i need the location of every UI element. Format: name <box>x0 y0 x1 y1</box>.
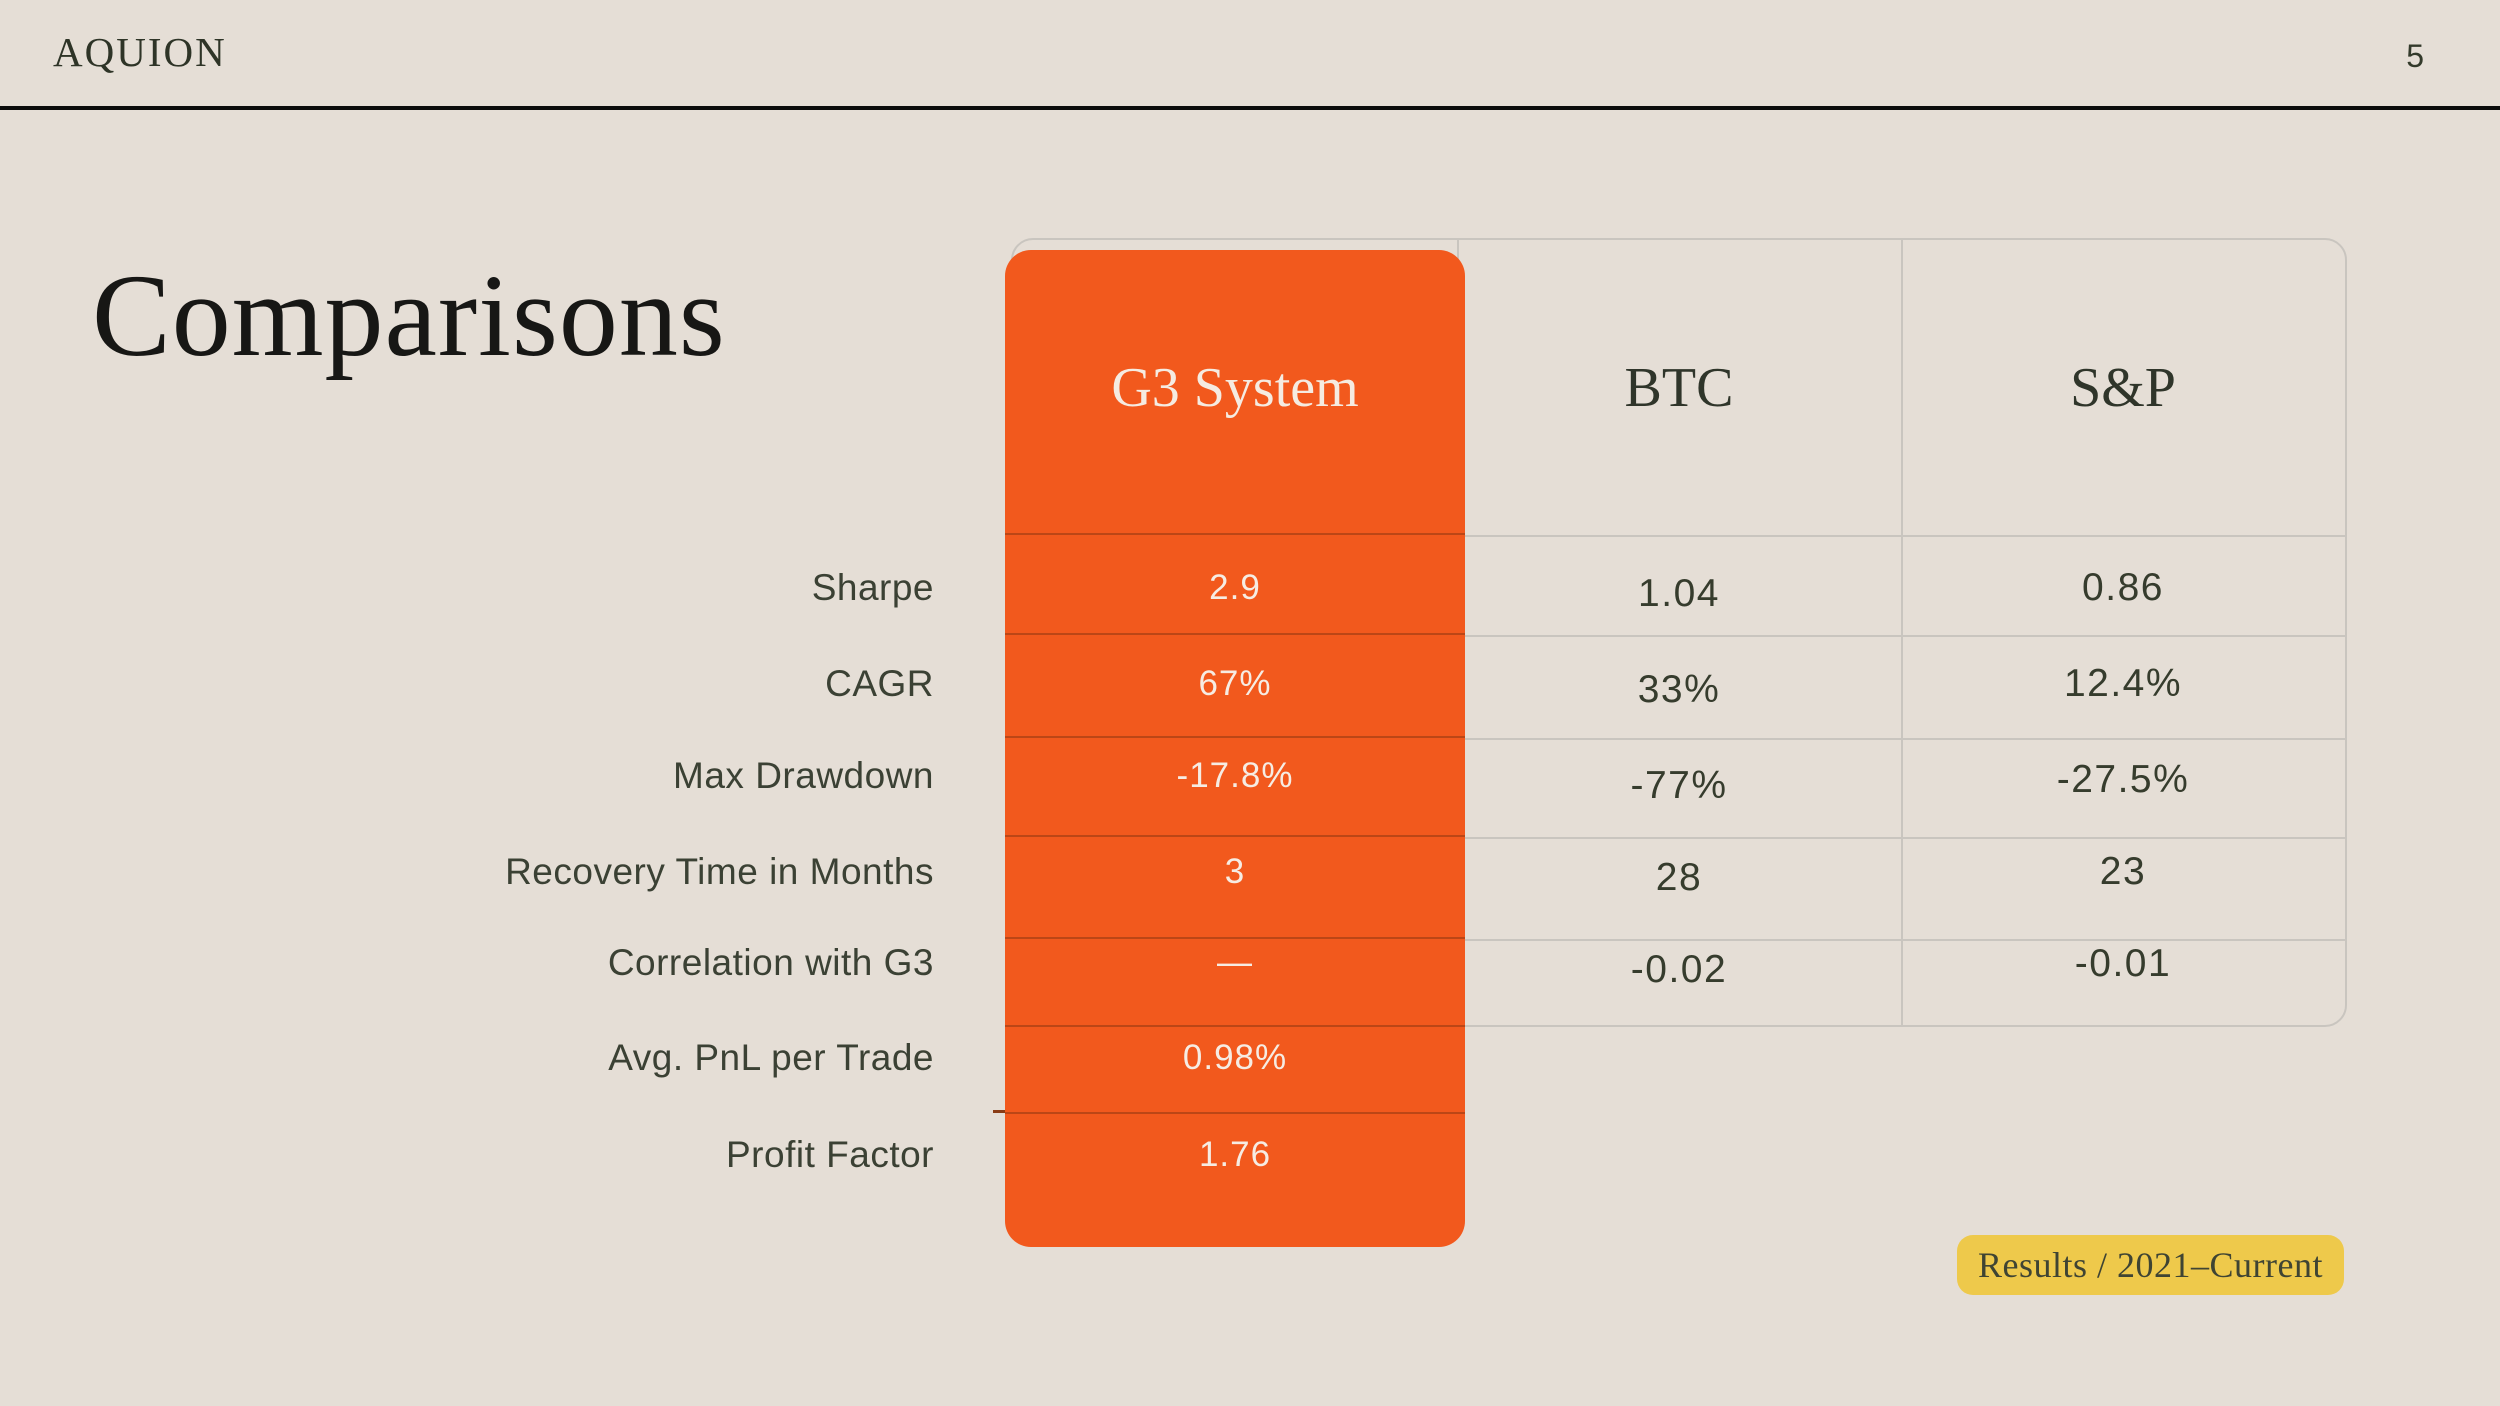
g3-row-divider <box>1005 633 1465 635</box>
page-number: 5 <box>2406 38 2424 74</box>
cell-g3-profit-factor: 1.76 <box>1198 1135 1272 1174</box>
results-badge: Results / 2021–Current <box>1957 1235 2344 1295</box>
cell-g3-drawdown: -17.8% <box>1176 756 1294 795</box>
column-header-g3: G3 System <box>1111 357 1359 419</box>
g3-row-divider <box>1005 937 1465 939</box>
row-divider <box>1013 939 2345 941</box>
cell-btc-recovery: 28 <box>1655 856 1703 899</box>
cell-sp-recovery: 23 <box>2099 850 2147 893</box>
cell-btc-correlation: -0.02 <box>1630 948 1728 991</box>
cell-sp-sharpe: 0.86 <box>2082 566 2164 609</box>
g3-row-divider <box>1005 1025 1465 1027</box>
cell-g3-recovery: 3 <box>1224 852 1246 891</box>
cell-btc-sharpe: 1.04 <box>1638 572 1720 615</box>
cell-btc-cagr: 33% <box>1637 668 1721 711</box>
row-divider <box>1013 738 2345 740</box>
row-divider <box>1013 837 2345 839</box>
row-label-recovery: Recovery Time in Months <box>505 851 934 892</box>
g3-column: G3 System 2.9 67% -17.8% 3 — 0.98% 1.76 <box>1005 250 1465 1247</box>
row-label-correlation: Correlation with G3 <box>607 942 934 983</box>
row-label-drawdown: Max Drawdown <box>673 755 934 796</box>
cell-g3-correlation: — <box>1217 943 1253 982</box>
cell-sp-correlation: -0.01 <box>2074 942 2172 985</box>
g3-row-divider <box>1005 736 1465 738</box>
row-label-profit-factor: Profit Factor <box>726 1134 934 1175</box>
row-label-cagr: CAGR <box>825 663 934 704</box>
row-divider <box>1013 535 2345 537</box>
cell-g3-sharpe: 2.9 <box>1209 568 1261 607</box>
header-rule <box>0 106 2500 110</box>
row-divider <box>1013 635 2345 637</box>
column-header-btc: BTC <box>1624 357 1734 419</box>
stray-tick <box>993 1110 1007 1113</box>
g3-row-divider <box>1005 533 1465 535</box>
row-label-sharpe: Sharpe <box>811 567 934 608</box>
column-header-sp: S&P <box>2070 357 2176 419</box>
page-title: Comparisons <box>92 250 726 382</box>
cell-sp-drawdown: -27.5% <box>2056 758 2190 801</box>
column-divider <box>1901 240 1903 1025</box>
cell-sp-cagr: 12.4% <box>2063 662 2183 705</box>
cell-g3-cagr: 67% <box>1198 664 1272 703</box>
row-label-avg-pnl: Avg. PnL per Trade <box>608 1037 934 1078</box>
brand-logo: AQUION <box>53 29 227 75</box>
comparison-table: BTC S&P 1.04 33% -77% 28 -0.02 0.86 12.4… <box>1011 238 2347 1027</box>
g3-row-divider <box>1005 1112 1465 1114</box>
g3-row-divider <box>1005 835 1465 837</box>
cell-btc-drawdown: -77% <box>1630 764 1728 807</box>
cell-g3-avg-pnl: 0.98% <box>1182 1038 1288 1077</box>
